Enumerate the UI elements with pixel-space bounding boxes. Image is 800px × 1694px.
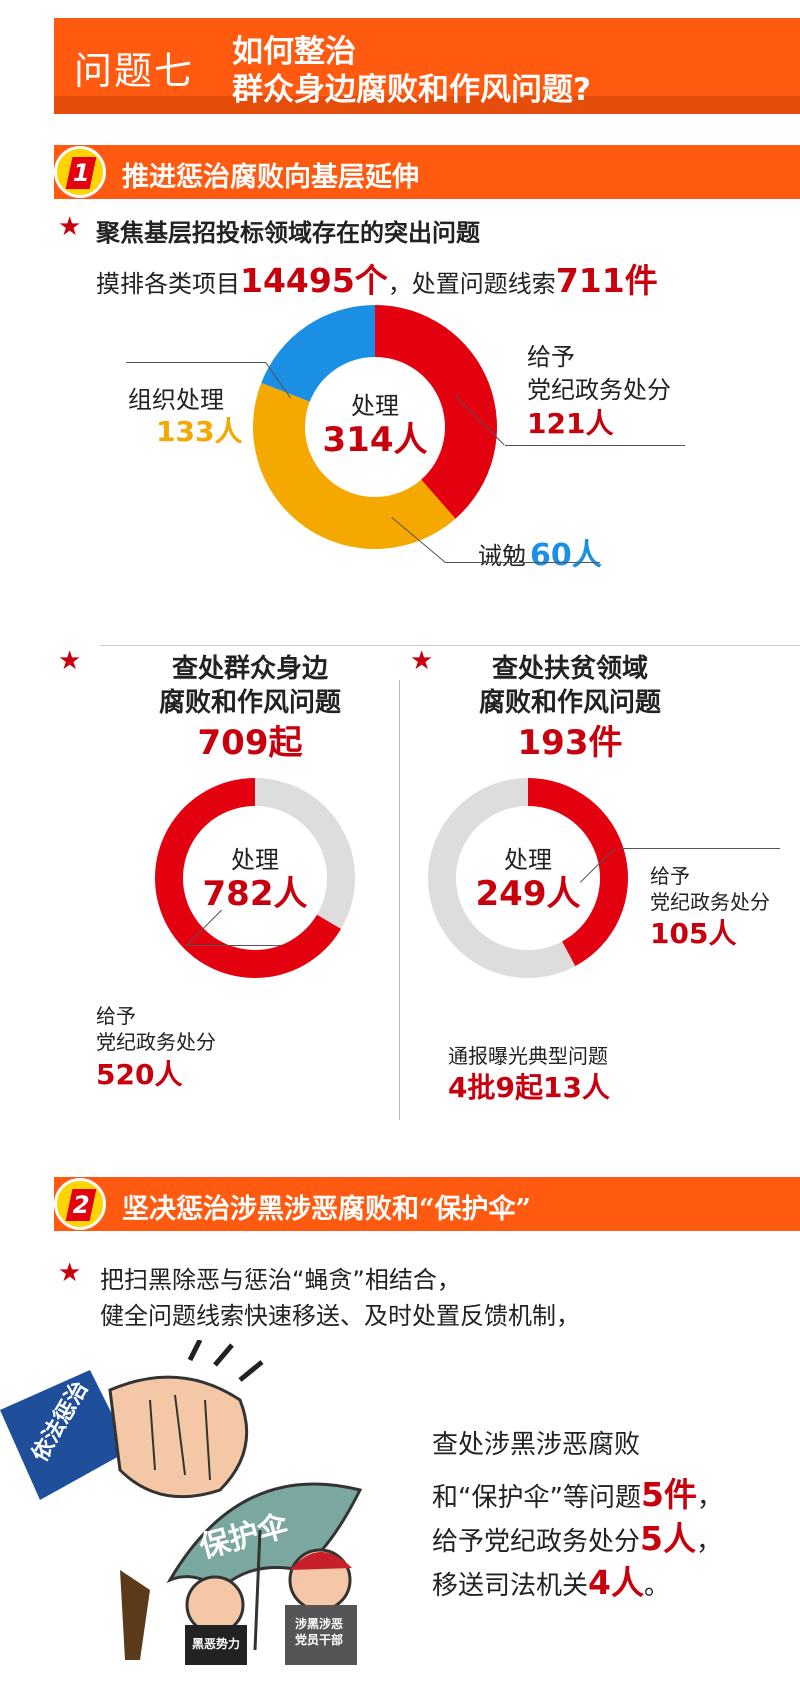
section1-title: 推进惩治腐败向基层延伸 <box>122 162 419 193</box>
star-icon: ★ <box>58 646 82 676</box>
donut-slice-2 <box>261 305 375 402</box>
right-figure-hat <box>290 1551 352 1570</box>
point1-clues: 711件 <box>555 261 658 300</box>
warn-label-title: 诫勉 <box>478 542 526 570</box>
stat-line4-suffix: 。 <box>643 1571 670 1601</box>
divider-horizontal <box>100 645 800 646</box>
right-donut-center-value: 249人 <box>475 874 581 914</box>
stat-line2: 和“保护伞”等问题5件， <box>432 1475 723 1514</box>
cartoon-illustration: 依法惩治 保护伞 黑恶势力 涉黑涉恶 党员干部 <box>0 1340 363 1665</box>
main-donut-chart <box>253 305 497 549</box>
point1-mid: ，处置问题线索 <box>387 270 556 298</box>
main-donut-center-value: 314人 <box>322 420 428 460</box>
right-bottom-title: 通报曝光典型问题 <box>448 1044 608 1068</box>
left-donut-center: 处理 782人 <box>195 840 315 913</box>
left-label-line2: 党纪政务处分 <box>96 1030 216 1054</box>
point1-projects: 14495个 <box>240 261 388 300</box>
stat-line2-prefix: 和“保护伞”等问题 <box>432 1483 641 1513</box>
right-donut-center: 处理 249人 <box>468 840 588 913</box>
star-icon: ★ <box>58 1258 82 1288</box>
left-figure-body <box>185 1625 247 1665</box>
warn-label-value: 60人 <box>530 538 602 573</box>
right-figure-body <box>285 1605 357 1665</box>
donut-slice-0 <box>528 778 628 967</box>
stat-line4-prefix: 移送司法机关 <box>432 1571 589 1601</box>
left-figure-text: 黑恶势力 <box>192 1636 240 1651</box>
left-panel-title1: 查处群众身边 <box>171 654 328 684</box>
point1-title: 聚焦基层招投标领域存在的突出问题 <box>96 219 480 247</box>
point1-prefix: 摸排各类项目 <box>96 270 240 298</box>
section2-point-line1: 把扫黑除恶与惩治“蝇贪”相结合， <box>100 1266 461 1294</box>
section1-badge: 1 <box>54 146 106 198</box>
stat-line1: 查处涉黑涉恶腐败 <box>432 1430 641 1460</box>
leader-line-left-h <box>186 945 281 946</box>
divider-vertical <box>399 680 400 1120</box>
leader-line-warn-h <box>445 562 600 563</box>
section2-number: 2 <box>65 1189 97 1221</box>
left-label-line1: 给予 <box>96 1004 136 1028</box>
stat-line4: 移送司法机关4人。 <box>432 1556 670 1604</box>
page-title-line1: 如何整治 <box>232 34 356 70</box>
party-label-value: 121人 <box>527 407 614 440</box>
right-panel-title2: 腐败和作风问题 <box>478 688 661 718</box>
left-donut-center-label: 处理 <box>231 846 279 874</box>
leader-line-org-h <box>126 362 266 363</box>
right-bottom-value: 4批9起13人 <box>448 1071 610 1104</box>
right-figure-text-1: 涉黑涉恶 <box>295 1616 343 1631</box>
section2-badge: 2 <box>54 1178 106 1230</box>
right-panel-title1: 查处扶贫领域 <box>491 654 648 684</box>
right-label-line2: 党纪政务处分 <box>650 890 770 914</box>
left-panel-title2: 腐败和作风问题 <box>158 688 341 718</box>
leader-line-right-h <box>620 848 780 849</box>
section2-bar: 2 坚决惩治涉黑涉恶腐败和“保护伞” <box>54 1177 800 1231</box>
right-label-value: 105人 <box>650 917 737 950</box>
right-figure-text-2: 党员干部 <box>295 1632 343 1647</box>
left-label-value: 520人 <box>96 1058 183 1091</box>
section1-bar: 1 推进惩治腐败向基层延伸 <box>54 145 800 199</box>
party-label-line1: 给予 <box>527 343 575 371</box>
stat-line4-value: 4人 <box>588 1563 644 1602</box>
sleeve-shape <box>0 1370 130 1500</box>
main-donut-center: 处理 314人 <box>300 386 450 459</box>
right-label-line1: 给予 <box>650 864 690 888</box>
leader-line-party-h <box>505 445 685 446</box>
left-panel-count: 709起 <box>197 723 303 763</box>
left-donut-center-value: 782人 <box>202 874 308 914</box>
donut-slice-0 <box>375 305 497 519</box>
header-banner-shadow <box>54 96 800 114</box>
donut-slice-1 <box>253 382 456 549</box>
org-label-title: 组织处理 <box>128 386 224 414</box>
section1-number: 1 <box>65 157 97 189</box>
star-icon: ★ <box>410 646 434 676</box>
impact-lines <box>187 1340 264 1382</box>
section2-title: 坚决惩治涉黑涉恶腐败和“保护伞” <box>122 1194 532 1225</box>
point1-line: 摸排各类项目14495个，处置问题线索711件 <box>96 254 658 302</box>
question-label: 问题七 <box>74 49 195 93</box>
page-title-line2: 群众身边腐败和作风问题? <box>232 72 591 108</box>
donut-slice-1 <box>427 778 576 978</box>
right-panel-count: 193件 <box>517 723 623 763</box>
right-donut-center-label: 处理 <box>504 846 552 874</box>
club-shape <box>120 1570 150 1660</box>
section2-point-line2: 健全问题线索快速移送、及时处置反馈机制， <box>100 1302 580 1330</box>
donut-slice-1 <box>255 778 355 929</box>
left-figure-head <box>185 1575 245 1635</box>
stat-line3-value: 5人 <box>640 1519 696 1558</box>
stat-line2-value: 5件 <box>640 1475 697 1514</box>
party-label-line2: 党纪政务处分 <box>527 376 671 404</box>
stat-line3: 给予党纪政务处分5人， <box>432 1519 722 1558</box>
stat-line3-prefix: 给予党纪政务处分 <box>432 1527 641 1557</box>
star-icon: ★ <box>58 212 82 242</box>
org-label-value: 133人 <box>156 415 243 448</box>
fist-shape <box>108 1375 249 1499</box>
right-donut-chart <box>427 778 628 978</box>
main-donut-center-label: 处理 <box>351 392 399 420</box>
